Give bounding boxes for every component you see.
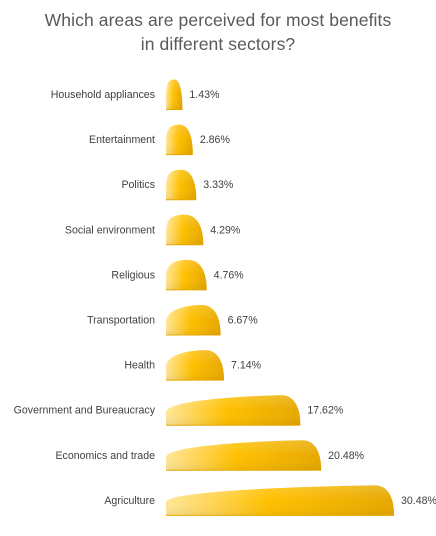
value-label: 7.14% <box>231 360 262 372</box>
category-label: Entertainment <box>89 134 155 146</box>
chart-title-line-1: Which areas are perceived for most benef… <box>44 10 392 30</box>
bar-shading <box>166 169 197 200</box>
value-label: 4.29% <box>210 224 241 236</box>
bar-shading <box>166 485 394 516</box>
bars-group <box>166 79 394 516</box>
value-label: 20.48% <box>328 450 365 462</box>
bar-shading <box>166 395 301 426</box>
value-label: 6.67% <box>228 315 259 327</box>
chart-title: Which areas are perceived for most benef… <box>0 8 436 56</box>
category-label: Social environment <box>65 224 155 236</box>
bar-shading <box>166 79 183 110</box>
bar-shading <box>166 440 322 471</box>
bar-shading <box>166 124 193 155</box>
value-label: 3.33% <box>203 179 234 191</box>
value-labels-group: 1.43% 2.86% 3.33% 4.29% 4.76% 6.67% 7.14% 17.62… <box>189 89 436 507</box>
category-label: Economics and trade <box>55 450 155 462</box>
bar-shading <box>166 350 225 381</box>
value-label: 4.76% <box>214 269 245 281</box>
category-label: Household appliances <box>51 89 155 101</box>
category-label: Government and Bureaucracy <box>14 405 156 417</box>
value-label: 2.86% <box>200 134 231 146</box>
category-labels-group: Household appliances Entertainment Politic… <box>14 89 156 507</box>
category-label: Transportation <box>87 315 155 327</box>
value-label: 17.62% <box>307 405 344 417</box>
chart-title-line-2: in different sectors? <box>140 34 296 54</box>
category-label: Agriculture <box>104 495 155 507</box>
category-label: Politics <box>121 179 155 191</box>
bar-shading <box>166 259 207 290</box>
value-label: 30.48% <box>401 495 436 507</box>
bar-shading <box>166 214 204 245</box>
bar-shading <box>166 305 221 335</box>
category-label: Health <box>124 360 155 372</box>
category-label: Religious <box>111 269 155 281</box>
value-label: 1.43% <box>189 89 220 101</box>
